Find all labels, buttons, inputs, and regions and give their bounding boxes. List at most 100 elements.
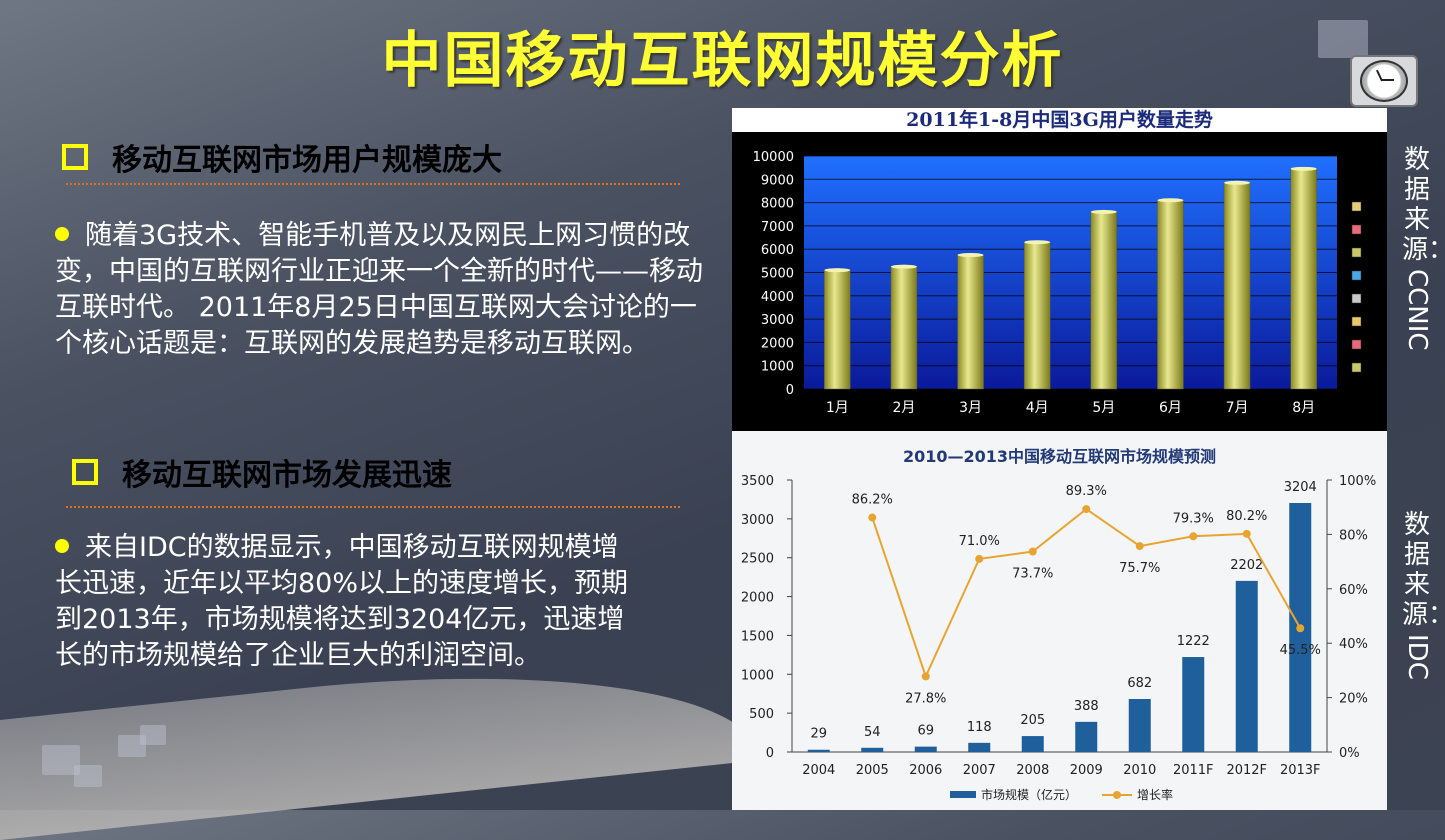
bar-top [890, 264, 917, 269]
bar-value-label: 1222 [1177, 634, 1210, 649]
bar-value-label: 69 [917, 724, 934, 739]
section2-heading-text: 移动互联网市场发展迅速 [122, 458, 452, 493]
decorative-square [140, 725, 166, 745]
y2-tick-label: 100% [1339, 474, 1376, 489]
legend-swatch [1351, 224, 1362, 235]
chart1-svg: 1000090008000700060005000400030002000100… [753, 150, 1362, 416]
section1-heading-text: 移动互联网市场用户规模庞大 [112, 143, 502, 178]
bar [1128, 698, 1151, 752]
growth-point [921, 672, 930, 681]
legend-label: 增长率 [1137, 787, 1173, 802]
growth-point [1296, 624, 1305, 633]
divider [66, 506, 680, 508]
growth-point [1028, 547, 1037, 556]
bar-value-label: 54 [864, 725, 881, 740]
bar-value-label: 3204 [1284, 480, 1317, 495]
y-tick-label: 2500 [741, 552, 774, 567]
bar-value-label: 205 [1020, 713, 1045, 728]
x-tick-label: 2006 [909, 763, 942, 778]
bar [807, 749, 830, 752]
bar [890, 266, 918, 390]
bar [1023, 241, 1051, 390]
y2-tick-label: 0% [1339, 746, 1360, 761]
bar-value-label: 2202 [1230, 558, 1263, 573]
bar [1157, 200, 1184, 390]
y-tick-label: 0 [766, 746, 774, 761]
section2-paragraph: 来自IDC的数据显示，中国移动互联网规模增长迅速，近年以平均80%以上的速度增长… [55, 530, 645, 674]
x-tick-label: 5月 [1092, 400, 1115, 416]
x-tick-label: 2010 [1123, 763, 1156, 778]
y-tick-label: 3000 [761, 313, 794, 328]
section2-text: 来自IDC的数据显示，中国移动互联网规模增长迅速，近年以平均80%以上的速度增长… [55, 532, 629, 671]
y-tick-label: 10000 [753, 150, 794, 165]
source-ccnic: 数据来源： CCNIC [1402, 145, 1445, 351]
growth-point [975, 554, 984, 563]
x-tick-label: 2005 [856, 763, 889, 778]
y-tick-label: 3500 [741, 474, 774, 489]
legend-label: 市场规模（亿元） [981, 787, 1077, 802]
growth-point [1242, 529, 1251, 538]
source-label: 数据来源： [1402, 510, 1445, 630]
y-tick-label: 1000 [741, 668, 774, 683]
growth-label: 79.3% [1173, 511, 1214, 526]
legend-swatch [1351, 316, 1362, 327]
growth-point [1189, 532, 1198, 541]
decorative-square [42, 745, 80, 775]
x-tick-label: 6月 [1159, 400, 1182, 416]
bullet-icon [55, 538, 69, 553]
growth-point [1082, 505, 1091, 514]
y-tick-label: 4000 [761, 290, 794, 305]
legend-swatch [1351, 247, 1362, 258]
legend-swatch [1351, 362, 1362, 373]
growth-point [868, 513, 877, 522]
growth-point [1135, 542, 1144, 551]
growth-label: 80.2% [1226, 509, 1267, 524]
y2-tick-label: 40% [1339, 637, 1368, 652]
legend-swatch [1351, 293, 1362, 304]
legend-swatch-marker [1113, 791, 1121, 799]
y-tick-label: 2000 [761, 336, 794, 351]
chart2-svg: 3500 3000 2500 2000 1500 1000 500 0 100% 80% 60% 40… [741, 474, 1376, 802]
y-tick-label: 7000 [761, 220, 794, 235]
bar [1235, 580, 1258, 752]
growth-label: 45.5% [1280, 643, 1321, 658]
bar [957, 254, 984, 390]
section1-heading: 移动互联网市场用户规模庞大 [62, 135, 502, 179]
decorative-square [118, 735, 146, 757]
x-tick-label: 2007 [963, 763, 996, 778]
bar [1182, 657, 1205, 752]
y-tick-label: 500 [749, 707, 774, 722]
y-tick-label: 5000 [761, 267, 794, 282]
bar [824, 269, 851, 390]
x-tick-label: 2008 [1016, 763, 1049, 778]
page-title: 中国移动互联网规模分析 [381, 26, 1064, 96]
source-idc: 数据来源： IDC [1402, 510, 1445, 680]
bar-top [824, 268, 851, 273]
decorative-square [74, 765, 102, 787]
bar [968, 742, 991, 752]
chart-3g-users: 2011年1-8月中国3G用户数量走势 10000 9000 8000 7000 600… [732, 108, 1387, 431]
divider [66, 183, 680, 185]
legend-swatch-bar [950, 791, 976, 798]
y-tick-label: 1500 [741, 629, 774, 644]
y-tick-label: 8000 [761, 197, 794, 212]
y2-tick-label: 80% [1339, 528, 1368, 543]
bar-top [1224, 180, 1251, 185]
growth-label: 75.7% [1119, 561, 1160, 576]
legend-swatch [1351, 270, 1362, 281]
chart1-title: 2011年1-8月中国3G用户数量走势 [732, 108, 1387, 132]
chart2-title: 2010—2013中国移动互联网市场规模预测 [902, 447, 1217, 466]
bar [1223, 182, 1251, 390]
x-tick-label: 1月 [826, 400, 849, 416]
section1-paragraph: 随着3G技术、智能手机普及以及网民上网习惯的改变，中国的互联网行业正迎来一个全新… [55, 218, 705, 362]
square-bullet-icon [72, 459, 98, 485]
bullet-icon [55, 226, 69, 241]
legend-swatch [1351, 339, 1362, 350]
y-tick-label: 3000 [741, 513, 774, 528]
x-tick-label: 8月 [1292, 400, 1315, 416]
source-name: IDC [1402, 634, 1432, 680]
x-tick-label: 2月 [892, 400, 915, 416]
bar-value-label: 118 [967, 720, 992, 735]
bar-value-label: 388 [1074, 699, 1099, 714]
growth-label: 86.2% [852, 493, 893, 508]
